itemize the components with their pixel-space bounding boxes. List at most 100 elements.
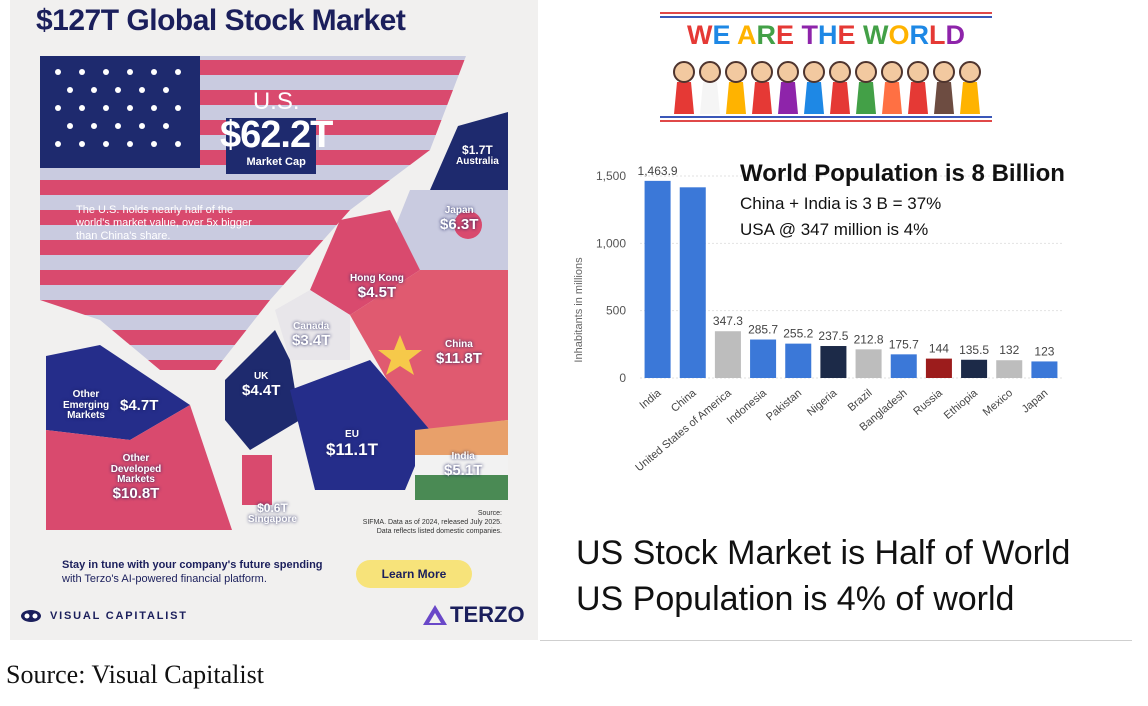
we-are-the-world-banner: WE ARE THE WORLD (660, 12, 992, 122)
bar (1031, 361, 1058, 378)
banner-bottom-stripe (660, 116, 992, 122)
banner-letter: O (888, 20, 910, 50)
child-figure (960, 82, 980, 114)
us-flag-canton (40, 56, 200, 168)
child-figure (882, 82, 902, 114)
us-value-box (226, 118, 316, 174)
australia-value: $1.7T (462, 143, 493, 157)
eu-label: EU $11.1T (326, 429, 378, 459)
china-label: China $11.8T (436, 339, 482, 367)
banner-letter: T (801, 20, 819, 50)
child-head (751, 61, 773, 83)
visual-capitalist-text: VISUAL CAPITALIST (50, 610, 188, 622)
child-figure (752, 82, 772, 114)
singapore-value: $0.6T (257, 501, 288, 515)
bar-value-label: 255.2 (783, 327, 813, 341)
child-head (907, 61, 929, 83)
china-india-note: China + India is 3 B = 37% (740, 194, 942, 213)
summary-line-population: US Population is 4% of world (576, 580, 1015, 618)
visual-capitalist-icon (21, 610, 41, 622)
other-emerging-value-box: $4.7T (120, 398, 158, 414)
child-figure (778, 82, 798, 114)
bar (961, 359, 988, 378)
y-tick-label: 500 (606, 304, 626, 318)
china-value: $11.8T (436, 349, 482, 367)
banner-top-stripe (660, 12, 992, 18)
y-tick-label: 1,500 (596, 169, 626, 183)
x-tick-label: India (638, 387, 665, 412)
child-figure (804, 82, 824, 114)
us-name: U.S. (252, 88, 300, 115)
cta-text: Stay in tune with your company's future … (62, 558, 323, 587)
bar (714, 331, 741, 378)
hong-kong-region (310, 210, 420, 315)
child-head (699, 61, 721, 83)
other-emerging-value: $4.7T (120, 397, 159, 414)
chart-bars (644, 180, 1058, 378)
x-tick-label: Nigeria (805, 387, 840, 419)
japan-value: $6.3T (440, 215, 479, 233)
hong-kong-value: $4.5T (357, 283, 397, 301)
eu-value: $11.1T (326, 439, 378, 459)
us-market-cap-value: $62.2T (220, 114, 333, 156)
source-label: Source: (477, 510, 502, 517)
x-tick-label: Brazil (846, 387, 875, 414)
bar-value-label: 1,463.9 (638, 164, 678, 178)
hong-kong-name: Hong Kong (350, 273, 404, 284)
singapore-label: $0.6T Singapore (248, 502, 297, 525)
bar-value-label: 237.5 (818, 329, 848, 343)
canada-region (275, 290, 350, 360)
banner-title: WE ARE THE WORLD (660, 20, 992, 51)
bar (644, 180, 671, 378)
bar-value-label: 285.7 (748, 323, 778, 337)
summary-line-stock-market: US Stock Market is Half of World (576, 534, 1071, 572)
bar (996, 360, 1023, 378)
bar-value-label: 135.5 (959, 343, 989, 357)
banner-letter: E (775, 20, 794, 50)
banner-letter: W (686, 20, 713, 50)
terzo-icon (423, 605, 447, 625)
population-bar-chart: 0 500 1,000 1,500 Inhabitants in millions 1… (573, 164, 1062, 475)
source-text-2: Data reflects listed domestic companies. (376, 527, 502, 535)
chart-y-ticks: 0 500 1,000 1,500 (596, 169, 626, 385)
hong-kong-label: Hong Kong $4.5T (350, 273, 404, 301)
chart-y-axis-label: Inhabitants in millions (573, 257, 585, 363)
other-emerging-label: Other Emerging Markets (60, 389, 112, 422)
banner-letter: A (736, 20, 757, 50)
learn-more-button[interactable]: Learn More (356, 560, 472, 588)
infographic-source: Source: SIFMA. Data as of 2024, released… (272, 510, 502, 536)
bar-value-label: 132 (999, 343, 1019, 357)
banner-letter (794, 20, 802, 50)
bar-value-label: 123 (1034, 344, 1054, 358)
chart-value-labels: 1,463.9 347.3 285.7 255.2 237.5 212.8 175.7 144… (638, 164, 1055, 359)
india-label: India $5.1T (444, 451, 483, 479)
singapore-name: Singapore (248, 513, 297, 525)
banner-letter: L (929, 20, 946, 50)
japan-region (390, 190, 508, 270)
other-emerging-name: Other Emerging Markets (62, 389, 110, 421)
population-headline: World Population is 8 Billion (740, 160, 1065, 187)
bar (785, 343, 812, 378)
uk-label: UK $4.4T (242, 371, 280, 398)
child-head (855, 61, 877, 83)
y-tick-label: 1,000 (596, 236, 626, 250)
us-market-cap-label: Market Cap (246, 156, 306, 168)
child-figure (700, 82, 720, 114)
divider (540, 640, 1132, 641)
japan-name: Japan (444, 205, 474, 216)
child-head (959, 61, 981, 83)
visual-capitalist-logo: VISUAL CAPITALIST (20, 609, 188, 623)
child-head (881, 61, 903, 83)
market-puzzle-map (40, 56, 508, 530)
india-value: $5.1T (444, 461, 483, 479)
bar (750, 339, 777, 378)
canada-name: Canada (293, 321, 330, 332)
banner-letter: R (909, 20, 930, 50)
x-tick-label: Indonesia (725, 387, 770, 427)
australia-label: $1.7T Australia (456, 144, 499, 167)
us-note: The U.S. holds nearly half of the world'… (76, 204, 252, 243)
bar-value-label: 212.8 (854, 332, 884, 346)
child-figure (830, 82, 850, 114)
australia-name: Australia (456, 155, 499, 167)
